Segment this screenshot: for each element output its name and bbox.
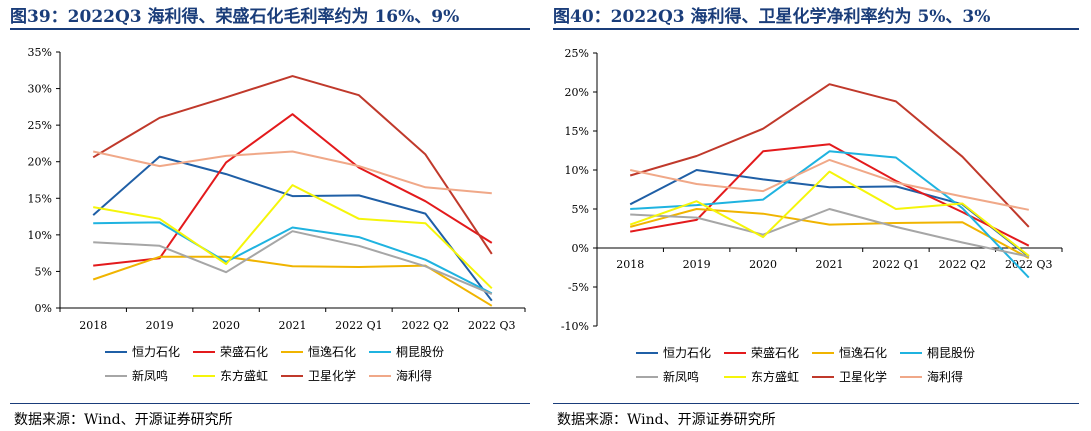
left-source-note: 数据来源：Wind、开源证券研究所: [14, 412, 233, 428]
left-x-tick-label: 2022 Q1: [335, 319, 383, 332]
left-title-rule: [10, 28, 530, 30]
left-series-line-8: [92, 150, 492, 195]
right-x-tick-label: 2022 Q1: [872, 258, 920, 271]
right-legend-label: 卫星化学: [839, 369, 887, 384]
right-y-tick-label: -5%: [568, 281, 589, 294]
right-source-rule: [553, 403, 1079, 404]
right-x-tick-label: 2022 Q3: [1005, 258, 1053, 271]
right-x-tick-label: 2019: [683, 258, 711, 271]
left-y-tick-label: 35%: [28, 46, 52, 59]
right-y-tick-label: -10%: [561, 320, 589, 333]
right-x-tick-label: 2018: [616, 258, 644, 271]
left-x-tick-label: 2020: [212, 319, 240, 332]
right-y-tick-label: 5%: [572, 203, 589, 216]
right-legend-label: 桐昆股份: [927, 346, 975, 360]
right-legend-label: 荣盛石化: [751, 345, 799, 360]
left-gross-margin-chart: 0% 5% 10% 15% 20% 25% 30% 35% 2018 2019 2020 2021 20…: [28, 46, 526, 383]
left-legend-label: 新凤鸣: [132, 368, 168, 383]
right-x-tick-label: 2022 Q2: [939, 258, 987, 271]
left-legend-label: 恒逸石化: [308, 345, 356, 359]
left-legend-label: 恒力石化: [132, 345, 180, 359]
right-legend-label: 恒力石化: [663, 346, 711, 360]
right-net-margin-chart: -10% -5% 0% 5% 10% 15% 20% 25% 2018 2019 2020 2021 2…: [561, 47, 1063, 384]
right-legend-label: 恒逸石化: [839, 346, 887, 360]
left-x-tick-label: 2021: [279, 319, 307, 332]
left-legend-label: 东方盛虹: [220, 368, 268, 383]
right-series-line-6: [629, 170, 1030, 257]
left-y-tick-label: 15%: [28, 192, 52, 205]
right-x-tick-label: 2020: [749, 258, 777, 271]
left-legend-label: 卫星化学: [308, 368, 356, 383]
right-series-line-5: [630, 208, 1030, 258]
left-y-tick-label: 10%: [28, 229, 52, 242]
right-y-tick-label: 15%: [565, 125, 589, 138]
left-x-tick-label: 2019: [146, 319, 174, 332]
left-x-tick-label: 2022 Q2: [402, 319, 450, 332]
left-series-line-4: [93, 221, 493, 295]
left-y-tick-label: 5%: [35, 265, 52, 278]
left-series-line-1: [92, 155, 493, 302]
right-title-rule: [553, 28, 1079, 30]
right-x-tick-label: 2021: [816, 258, 844, 271]
right-series-line-8: [629, 158, 1029, 211]
right-y-tick-label: 0%: [572, 242, 589, 255]
left-figure-title: 图39：2022Q3 海利得、荣盛石化毛利率约为 16%、9%: [10, 7, 460, 27]
right-series-line-7: [629, 83, 1030, 228]
left-series-line-5: [93, 230, 493, 296]
right-legend-label: 东方盛虹: [751, 369, 799, 384]
right-figure-title: 图40：2022Q3 海利得、卫星化学净利率约为 5%、3%: [553, 7, 991, 27]
right-series-line-3: [629, 208, 1030, 259]
right-y-tick-label: 10%: [565, 164, 589, 177]
left-legend-label: 桐昆股份: [396, 345, 444, 359]
right-series-line-2: [630, 143, 1030, 247]
left-source-rule: [10, 403, 530, 404]
left-x-tick-label: 2022 Q3: [468, 319, 516, 332]
left-legend-label: 荣盛石化: [220, 344, 268, 359]
right-series-line-4: [630, 150, 1030, 279]
right-source-note: 数据来源：Wind、开源证券研究所: [557, 412, 776, 428]
left-series-line-6: [93, 184, 493, 290]
left-series-line-7: [92, 75, 493, 255]
left-legend-label: 海利得: [396, 368, 432, 383]
left-x-tick-label: 2018: [79, 319, 107, 332]
right-y-tick-label: 20%: [565, 86, 589, 99]
left-y-tick-label: 25%: [28, 119, 52, 132]
left-y-tick-label: 20%: [28, 156, 52, 169]
left-y-tick-label: 30%: [28, 83, 52, 96]
left-y-tick-label: 0%: [35, 302, 52, 315]
right-y-tick-label: 25%: [565, 47, 589, 60]
left-series-line-2: [93, 113, 493, 267]
right-legend-label: 新凤鸣: [663, 369, 699, 384]
right-legend-label: 海利得: [927, 369, 963, 384]
